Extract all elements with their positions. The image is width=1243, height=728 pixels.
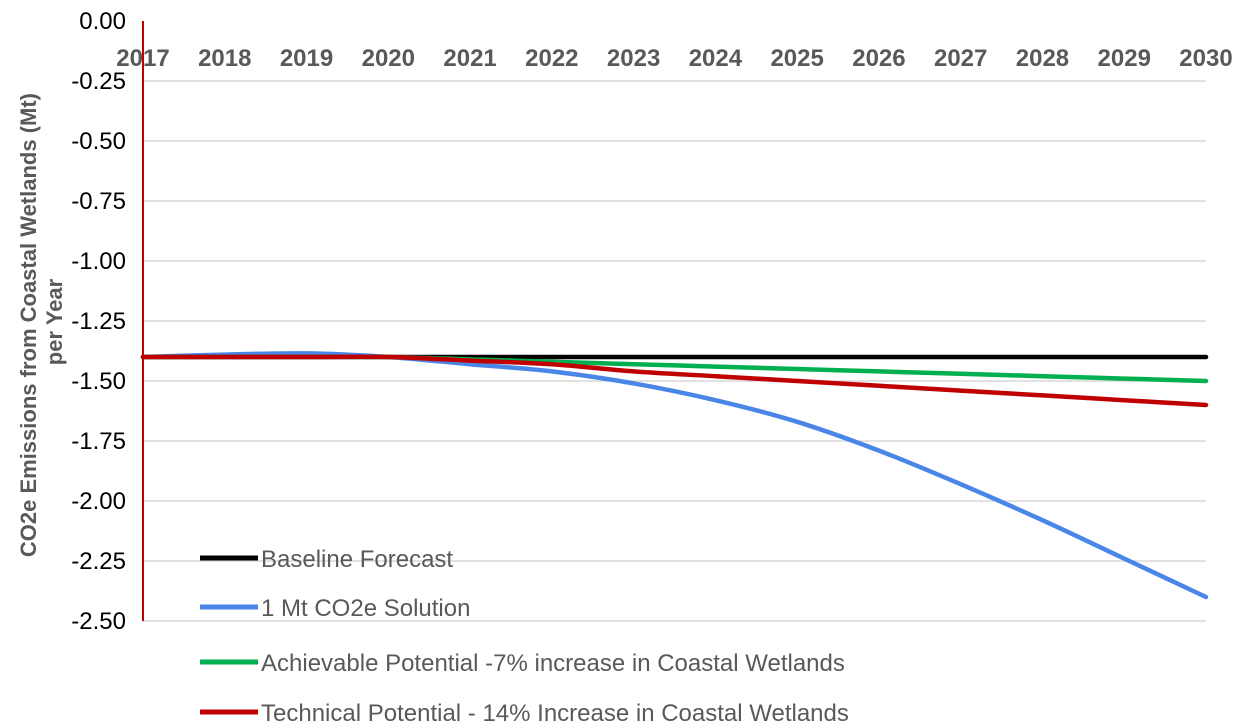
y-tick-label: -2.50 [71,608,126,635]
x-tick-label: 2020 [362,45,415,72]
y-tick-label: -0.75 [71,188,126,215]
y-tick-label: 0.00 [79,8,126,35]
x-tick-label: 2023 [607,45,660,72]
legend-label: 1 Mt CO2e Solution [261,595,470,622]
y-tick-labels: 0.00 -0.25 -0.50 -0.75 -1.00 -1.25 -1.50 -1.75 -… [71,8,126,635]
y-tick-label: -2.25 [71,548,126,575]
y-tick-label: -0.25 [71,68,126,95]
y-tick-label: -1.50 [71,368,126,395]
legend: Baseline Forecast 1 Mt CO2e Solution Achie… [200,546,849,727]
legend-label: Technical Potential - 14% Increase in Co… [261,700,849,727]
x-tick-label: 2027 [934,45,987,72]
x-tick-label: 2021 [443,45,496,72]
y-tick-label: -2.00 [71,488,126,515]
legend-label: Achievable Potential -7% increase in Coa… [261,650,845,677]
x-tick-label: 2019 [280,45,333,72]
series-line-2 [140,351,1209,600]
x-tick-label: 2017 [116,45,169,72]
x-tick-label: 2030 [1179,45,1232,72]
y-tick-label: -1.00 [71,248,126,275]
x-tick-label: 2028 [1016,45,1069,72]
x-tick-label: 2018 [198,45,251,72]
y-axis-label: CO2e Emissions from Coastal Wetlands (Mt… [16,87,67,557]
x-tick-label: 2026 [852,45,905,72]
y-axis-label-line-1: CO2e Emissions from Coastal Wetlands (Mt… [16,93,41,557]
x-tick-label: 2024 [689,45,743,72]
x-tick-label: 2025 [770,45,823,72]
gridlines [143,80,1206,622]
series-line-3 [140,354,1209,384]
y-tick-label: -1.75 [71,428,126,455]
series-line-4 [140,354,1209,408]
series-lines [140,351,1209,600]
legend-label: Baseline Forecast [261,546,453,573]
x-tick-label: 2029 [1098,45,1151,72]
x-tick-labels: 2017 2018 2019 2020 2021 2022 2023 2024 2025 2026… [116,45,1232,72]
x-tick-label: 2022 [525,45,578,72]
y-axis-label-line-2: per Year [42,278,67,365]
y-tick-label: -0.50 [71,128,126,155]
y-tick-label: -1.25 [71,308,126,335]
